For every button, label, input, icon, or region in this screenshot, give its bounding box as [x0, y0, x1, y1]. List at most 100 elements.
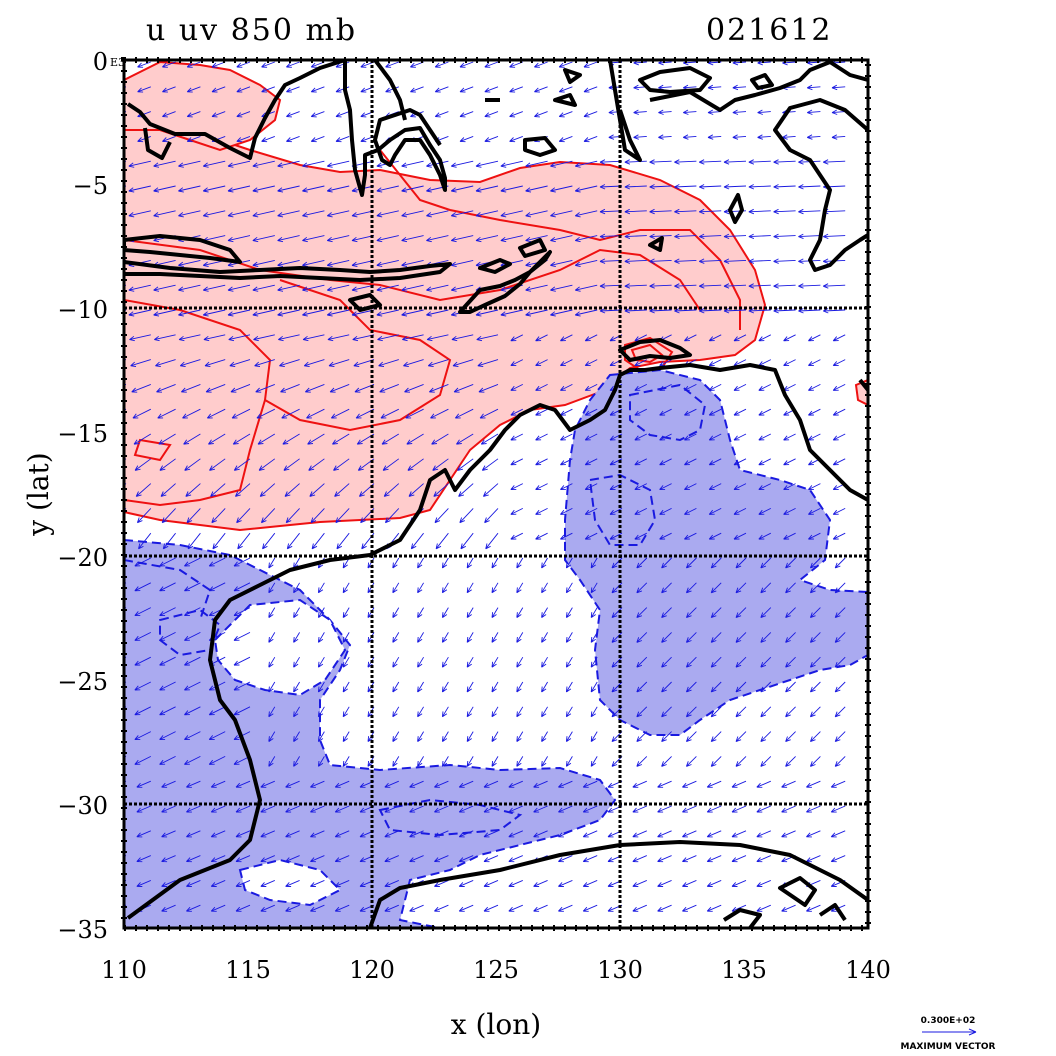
- wind-vector: [574, 284, 598, 292]
- wind-vector: [202, 185, 226, 193]
- wind-vector: [611, 706, 623, 718]
- wind-vector: [159, 582, 176, 592]
- wind-vector: [682, 904, 697, 912]
- wind-vector: [286, 135, 300, 143]
- wind-vector: [285, 508, 300, 524]
- wind-vector: [136, 780, 151, 788]
- wind-vector: [733, 408, 747, 416]
- wind-vector: [834, 756, 846, 767]
- wind-vector: [806, 855, 821, 863]
- wind-vector: [550, 309, 573, 317]
- wind-vector: [611, 656, 623, 668]
- wind-vector: [584, 383, 598, 391]
- y-tick-label: −30: [57, 792, 108, 820]
- wind-vector: [376, 210, 399, 218]
- wind-vector: [491, 681, 499, 693]
- wind-vector: [632, 805, 647, 813]
- wind-vector: [832, 408, 846, 416]
- wind-vector: [184, 458, 201, 471]
- wind-vector: [261, 61, 275, 68]
- wind-vector: [760, 582, 772, 594]
- wind-vector: [407, 458, 424, 471]
- wind-vector: [541, 582, 548, 594]
- wind-vector: [377, 334, 399, 342]
- wind-vector: [535, 507, 548, 515]
- wind-vector: [417, 681, 424, 693]
- wind-vector: [133, 433, 152, 445]
- wind-vector: [558, 61, 573, 68]
- wind-vector: [760, 557, 772, 569]
- wind-vector: [310, 855, 325, 863]
- wind-vector: [658, 134, 672, 140]
- wind-vector: [453, 383, 474, 393]
- wind-vector: [565, 731, 573, 742]
- wind-vector: [783, 334, 796, 342]
- wind-vector: [184, 557, 201, 567]
- wind-vector: [342, 607, 350, 618]
- wind-vector: [633, 134, 647, 140]
- wind-vector: [558, 855, 573, 863]
- wind-vector: [508, 879, 523, 887]
- wind-vector: [452, 359, 474, 367]
- wind-vector: [260, 904, 275, 912]
- wind-vector: [491, 632, 499, 643]
- wind-vector: [834, 557, 846, 569]
- wind-vector: [402, 334, 424, 342]
- wind-vector: [159, 755, 176, 765]
- wind-vector: [285, 904, 300, 912]
- wind-vector: [134, 557, 152, 567]
- wind-vector: [184, 607, 201, 617]
- wind-vector: [261, 135, 275, 143]
- wind-vector: [161, 855, 176, 863]
- wind-vector: [417, 557, 424, 569]
- wind-vector: [186, 61, 201, 68]
- wind-vector: [684, 408, 697, 416]
- wind-vector: [834, 632, 846, 643]
- wind-vector: [541, 632, 548, 643]
- wind-vector: [560, 334, 573, 342]
- wind-vector: [210, 805, 226, 813]
- positive-u-region: [124, 60, 868, 532]
- wind-vector: [806, 134, 821, 140]
- wind-vector: [706, 879, 722, 887]
- wind-vector: [383, 483, 400, 497]
- wind-vector: [183, 433, 201, 445]
- wind-vector: [685, 731, 697, 743]
- wind-vector: [583, 135, 598, 143]
- wind-vector: [658, 109, 672, 115]
- wind-vector: [329, 383, 350, 393]
- wind-vector: [134, 731, 152, 741]
- map-date: 021612: [706, 13, 833, 48]
- wind-vector: [661, 557, 672, 569]
- wind-vector: [731, 879, 747, 887]
- wind-vector: [410, 532, 424, 550]
- wind-vector: [682, 855, 697, 863]
- wind-vector: [661, 731, 672, 743]
- wind-vector: [525, 309, 548, 317]
- wind-vector: [684, 458, 697, 466]
- wind-vector: [317, 656, 325, 668]
- wind-vector: [466, 557, 474, 569]
- wind-vector: [351, 210, 375, 218]
- wind-vector: [748, 159, 771, 165]
- wind-vector: [632, 830, 647, 838]
- wind-vector: [760, 656, 772, 668]
- wind-vector: [735, 582, 747, 594]
- wind-vector: [634, 383, 648, 391]
- wind-vector: [773, 233, 796, 240]
- wind-vector: [661, 756, 672, 767]
- wind-vector: [649, 208, 672, 215]
- wind-vector: [535, 334, 548, 342]
- wind-vector: [611, 731, 623, 743]
- wind-vector: [785, 656, 796, 668]
- wind-vector: [277, 259, 300, 267]
- wind-vector: [634, 408, 648, 416]
- wind-vector: [708, 433, 722, 441]
- wind-vector: [611, 607, 623, 619]
- wind-vector: [783, 507, 796, 515]
- wind-vector: [351, 235, 375, 243]
- wind-vector: [509, 86, 523, 93]
- wind-vector: [707, 109, 722, 115]
- wind-vector: [330, 408, 350, 419]
- wind-vector: [710, 607, 722, 619]
